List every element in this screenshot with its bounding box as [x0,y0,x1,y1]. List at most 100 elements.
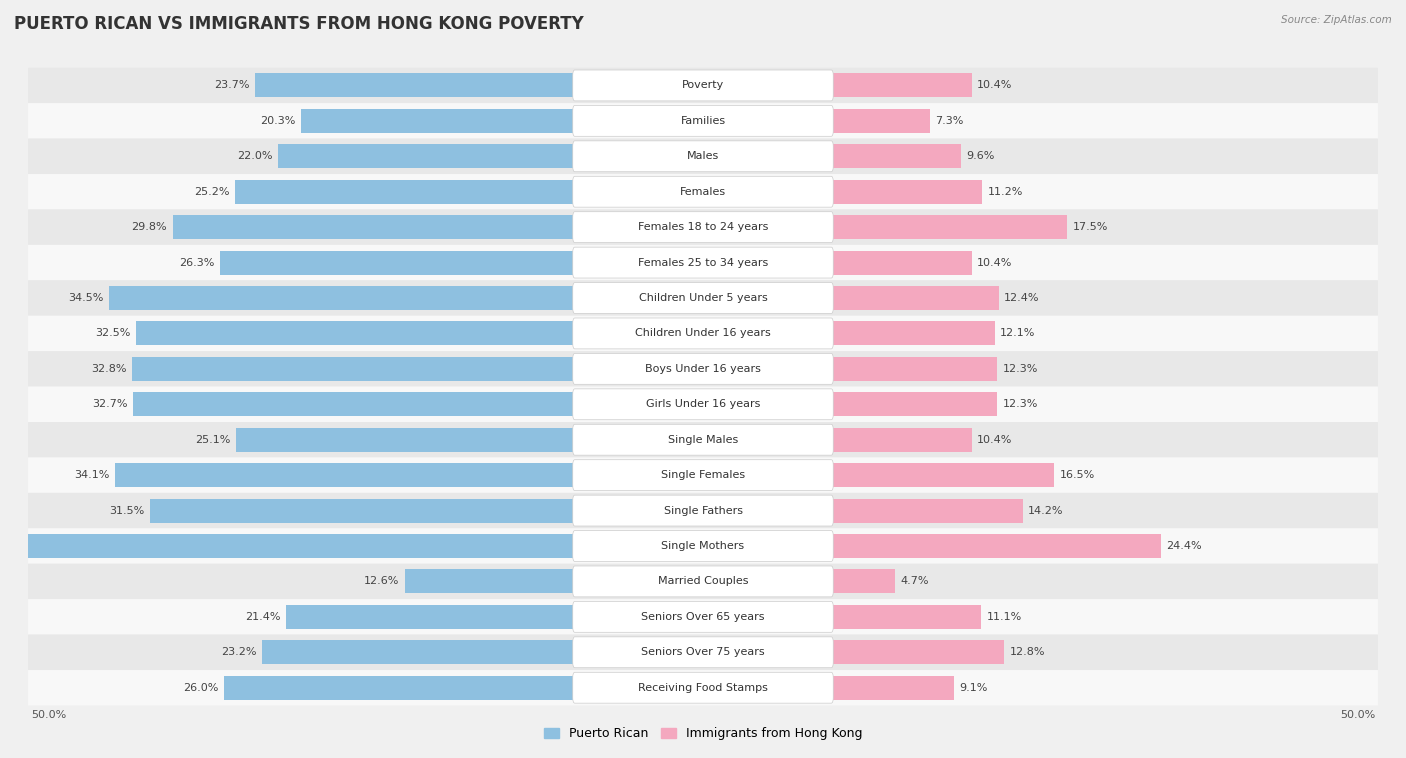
Text: Seniors Over 65 years: Seniors Over 65 years [641,612,765,622]
Text: 12.3%: 12.3% [1002,364,1038,374]
FancyBboxPatch shape [572,601,834,632]
Bar [173,215,575,240]
Text: 50.0%: 50.0% [1340,709,1375,719]
Text: Single Females: Single Females [661,470,745,480]
Text: 32.8%: 32.8% [91,364,127,374]
Text: 10.4%: 10.4% [977,80,1012,90]
Bar [235,180,575,204]
Text: 23.2%: 23.2% [221,647,256,657]
Text: Boys Under 16 years: Boys Under 16 years [645,364,761,374]
Text: 12.8%: 12.8% [1010,647,1045,657]
Bar [831,321,994,346]
Text: Source: ZipAtlas.com: Source: ZipAtlas.com [1281,15,1392,25]
FancyBboxPatch shape [572,637,834,668]
Text: 12.6%: 12.6% [364,576,399,587]
FancyBboxPatch shape [572,177,834,207]
Text: Girls Under 16 years: Girls Under 16 years [645,399,761,409]
Legend: Puerto Rican, Immigrants from Hong Kong: Puerto Rican, Immigrants from Hong Kong [538,722,868,745]
Text: 24.4%: 24.4% [1166,541,1202,551]
Text: Poverty: Poverty [682,80,724,90]
Bar [831,463,1054,487]
Text: 9.1%: 9.1% [959,683,988,693]
Text: 22.0%: 22.0% [238,152,273,161]
Text: 21.4%: 21.4% [245,612,281,622]
FancyBboxPatch shape [28,316,1378,351]
Text: 34.1%: 34.1% [73,470,110,480]
Bar [219,251,575,274]
FancyBboxPatch shape [572,672,834,703]
Bar [831,428,972,452]
Bar [831,144,960,168]
Bar [831,251,972,274]
FancyBboxPatch shape [28,457,1378,493]
Text: 31.5%: 31.5% [108,506,145,515]
Bar [132,357,575,381]
Bar [831,675,955,700]
FancyBboxPatch shape [572,141,834,172]
Bar [405,569,575,594]
Text: 26.3%: 26.3% [179,258,214,268]
FancyBboxPatch shape [572,70,834,101]
Text: Single Fathers: Single Fathers [664,506,742,515]
Text: 11.1%: 11.1% [987,612,1022,622]
Bar [831,534,1160,558]
FancyBboxPatch shape [572,211,834,243]
FancyBboxPatch shape [28,67,1378,103]
FancyBboxPatch shape [28,670,1378,706]
Bar [831,499,1024,522]
FancyBboxPatch shape [28,139,1378,174]
Text: 25.1%: 25.1% [195,435,231,445]
Text: 50.0%: 50.0% [31,709,66,719]
Bar [831,215,1067,240]
FancyBboxPatch shape [572,105,834,136]
Bar [831,392,997,416]
Text: 29.8%: 29.8% [132,222,167,232]
FancyBboxPatch shape [28,351,1378,387]
Text: 10.4%: 10.4% [977,258,1012,268]
Text: 12.4%: 12.4% [1004,293,1039,303]
Text: 10.4%: 10.4% [977,435,1012,445]
Bar [0,534,575,558]
FancyBboxPatch shape [572,318,834,349]
FancyBboxPatch shape [572,531,834,562]
Bar [831,74,972,98]
Bar [136,321,575,346]
Text: Married Couples: Married Couples [658,576,748,587]
FancyBboxPatch shape [28,634,1378,670]
FancyBboxPatch shape [28,209,1378,245]
Text: 26.0%: 26.0% [183,683,218,693]
Text: Children Under 5 years: Children Under 5 years [638,293,768,303]
FancyBboxPatch shape [28,245,1378,280]
FancyBboxPatch shape [28,387,1378,422]
Text: Receiving Food Stamps: Receiving Food Stamps [638,683,768,693]
Bar [278,144,575,168]
Text: 20.3%: 20.3% [260,116,295,126]
Bar [301,109,575,133]
FancyBboxPatch shape [572,353,834,384]
Text: 34.5%: 34.5% [69,293,104,303]
Text: 17.5%: 17.5% [1073,222,1108,232]
Text: Families: Families [681,116,725,126]
FancyBboxPatch shape [28,599,1378,634]
Bar [831,569,894,594]
FancyBboxPatch shape [572,283,834,314]
Text: 25.2%: 25.2% [194,186,229,197]
Text: 9.6%: 9.6% [966,152,994,161]
Text: 7.3%: 7.3% [935,116,963,126]
Bar [134,392,575,416]
Bar [224,675,575,700]
FancyBboxPatch shape [572,389,834,420]
FancyBboxPatch shape [572,424,834,455]
Text: 23.7%: 23.7% [214,80,249,90]
FancyBboxPatch shape [28,564,1378,599]
Bar [149,499,575,522]
Bar [831,286,998,310]
Text: 12.1%: 12.1% [1000,328,1035,338]
Text: Females 18 to 24 years: Females 18 to 24 years [638,222,768,232]
Bar [110,286,575,310]
FancyBboxPatch shape [572,566,834,597]
FancyBboxPatch shape [572,459,834,490]
FancyBboxPatch shape [28,528,1378,564]
Bar [831,357,997,381]
Bar [254,74,575,98]
